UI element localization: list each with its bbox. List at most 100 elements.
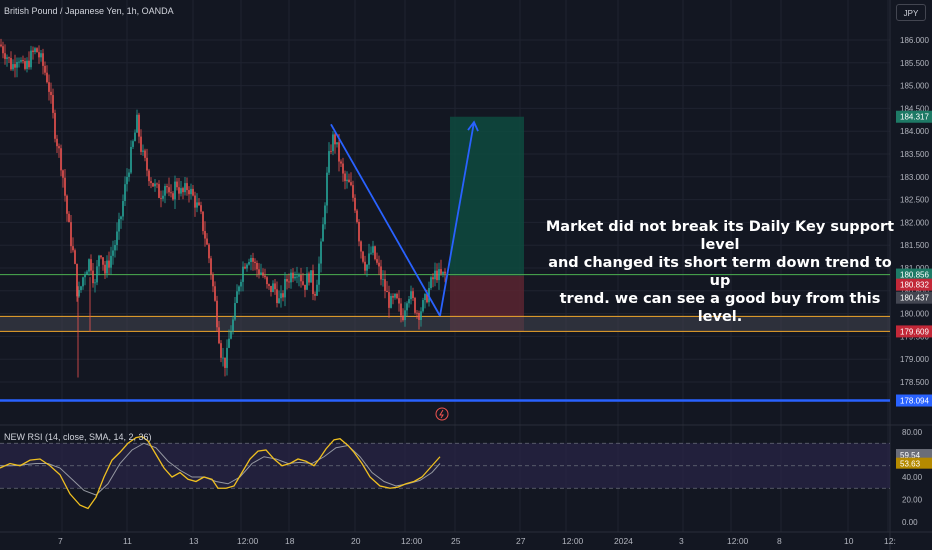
candle-body [236,291,238,304]
candle-body [334,134,336,145]
candle-body [14,64,16,68]
candle-body [186,183,188,191]
candle-body [84,274,86,278]
candle-body [28,60,30,68]
candle-body [92,270,94,284]
candle-body [42,53,44,66]
candle-body [244,266,246,269]
time-tick-label: 8 [777,536,782,546]
candle-body [426,293,428,303]
candle-body [432,277,434,280]
candle-body [76,263,78,297]
candle-body [388,292,390,308]
candle-body [180,188,182,194]
candle-body [304,284,306,290]
time-tick-label: 12:00 [727,536,749,546]
candle-body [272,283,274,292]
candle-body [230,331,232,339]
candle-body [166,186,168,188]
price-tick-label: 183.000 [900,173,929,182]
candle-body [60,148,62,171]
candle-body [6,57,8,59]
time-tick-label: 12:00 [401,536,423,546]
candle-body [416,312,418,314]
candle-body [128,172,130,177]
candle-body [48,82,50,92]
candle-body [8,57,10,59]
time-tick-label: 20 [351,536,361,546]
candle-body [280,293,282,299]
candle-body [302,281,304,285]
candle-body [82,277,84,287]
candle-body [430,277,432,289]
candle-body [178,187,180,194]
candle-body [148,170,150,182]
candle-body [268,284,270,286]
candle-body [290,272,292,283]
candle-body [44,65,46,73]
candle-body [404,310,406,321]
candle-body [104,264,106,274]
candle-body [300,275,302,282]
candle-body [278,298,280,304]
price-tag [896,291,932,304]
candle-body [54,112,56,139]
candle-body [424,293,426,301]
candle-body [308,273,310,283]
candle-body [410,291,412,300]
price-tag [896,268,932,281]
rsi-indicator-label[interactable]: NEW RSI (14, close, SMA, 14, 2, 36) [4,432,152,442]
candle-body [52,95,54,113]
candle-body [110,255,112,268]
candle-body [172,193,174,200]
candle-body [136,114,138,133]
candle-body [174,181,176,200]
price-tag [896,278,932,291]
candle-body [328,151,330,173]
candle-body [270,285,272,292]
price-tick-label: 184.500 [900,104,929,113]
currency-button[interactable]: JPY [896,4,926,21]
candle-body [402,315,404,321]
candle-body [12,64,14,70]
price-tick-label: 184.000 [900,127,929,136]
candle-body [372,246,374,253]
candle-body [400,303,402,316]
candle-body [152,183,154,187]
candle-body [358,221,360,242]
candle-body [22,60,24,62]
candle-body [146,157,148,171]
candle-body [256,262,258,270]
candle-body [38,52,40,58]
candle-body [156,183,158,185]
candle-body [306,273,308,290]
time-tick-label: 10 [844,536,854,546]
candle-body [248,262,250,265]
price-tag-label: 178.094 [900,397,929,406]
candle-body [62,170,64,178]
candle-body [40,53,42,58]
candle-body [2,46,4,54]
candle-body [374,246,376,260]
candle-body [276,289,278,304]
candle-body [242,266,244,282]
candle-body [16,62,18,68]
candle-body [296,276,298,278]
candle-body [170,192,172,194]
rsi-tick-label: 80.00 [902,428,923,437]
symbol-title: British Pound / Japanese Yen, 1h, OANDA [4,6,174,16]
candle-body [112,250,114,256]
candle-body [252,257,254,262]
time-tick-label: 3 [679,536,684,546]
candle-body [56,138,58,147]
candle-body [150,181,152,184]
candle-body [326,172,328,206]
candle-body [246,264,248,269]
support-zone [0,316,890,332]
candle-body [24,61,26,69]
candle-body [90,259,92,271]
candle-body [330,151,332,152]
candle-body [208,244,210,259]
candle-body [198,202,200,206]
